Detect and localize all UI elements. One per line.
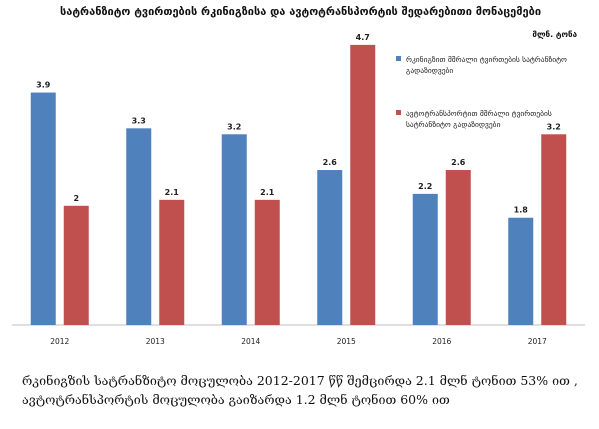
chart-title: სატრანზიტო ტვირთების რკინიგზისა და ავტოტ… [60,5,542,18]
x-tick-label-2016: 2016 [432,337,451,346]
data-label-road-2017: 3.2 [547,122,561,131]
caption-text: რკინიგზის სატრანზიტო მოცულობა 2012-2017 … [22,373,578,407]
x-tick-label-2017: 2017 [528,337,547,346]
unit-label: მლნ. ტონა [532,30,577,39]
bar-road-2012 [63,205,89,325]
x-tick-label-2015: 2015 [337,337,356,346]
bar-plot: 3.9 2 2012 3.3 2.1 2013 3.2 2.1 2014 2.6 4.7 2015 2.… [12,33,585,346]
x-tick-label-2014: 2014 [241,337,260,346]
x-tick-label-2013: 2013 [146,337,165,346]
data-label-rail-2017: 1.8 [514,206,529,215]
data-label-road-2015: 4.7 [356,33,370,42]
data-label-road-2013: 2.1 [165,188,180,197]
bar-rail-2017 [508,217,534,325]
bar-road-2015 [350,44,376,325]
bar-rail-2013 [126,128,152,325]
legend-label-rail: რკინიგზით მშრალი ტვირთების სატრანზიტო გა… [406,55,567,75]
data-label-rail-2014: 3.2 [227,122,241,131]
legend-item-rail: რკინიგზით მშრალი ტვირთების სატრანზიტო გა… [396,54,586,76]
data-label-road-2016: 2.6 [451,158,466,167]
x-tick-label-2012: 2012 [50,337,69,346]
data-label-rail-2015: 2.6 [323,158,338,167]
data-label-rail-2012: 3.9 [36,81,51,90]
legend-swatch-road [396,110,401,115]
legend-item-road: ავტოტრანსპორტით მშრალი ტვირთების სატრანზ… [396,108,586,130]
chart: სატრანზიტო ტვირთების რკინიგზისა და ავტოტ… [12,5,586,346]
bar-road-2017 [541,134,567,325]
bar-rail-2015 [317,170,343,325]
data-label-rail-2013: 3.3 [132,116,146,125]
data-label-rail-2016: 2.2 [418,182,432,191]
data-label-road-2012: 2 [73,194,79,203]
legend: რკინიგზით მშრალი ტვირთების სატრანზიტო გა… [396,54,586,130]
bar-road-2014 [254,199,280,325]
bar-rail-2014 [221,134,247,325]
legend-swatch-rail [396,56,401,61]
bar-rail-2012 [30,92,56,325]
legend-label-road: ავტოტრანსპორტით მშრალი ტვირთების სატრანზ… [406,109,552,129]
bar-road-2016 [445,170,471,325]
data-label-road-2014: 2.1 [260,188,275,197]
bar-rail-2016 [412,193,438,325]
bar-road-2013 [159,199,185,325]
